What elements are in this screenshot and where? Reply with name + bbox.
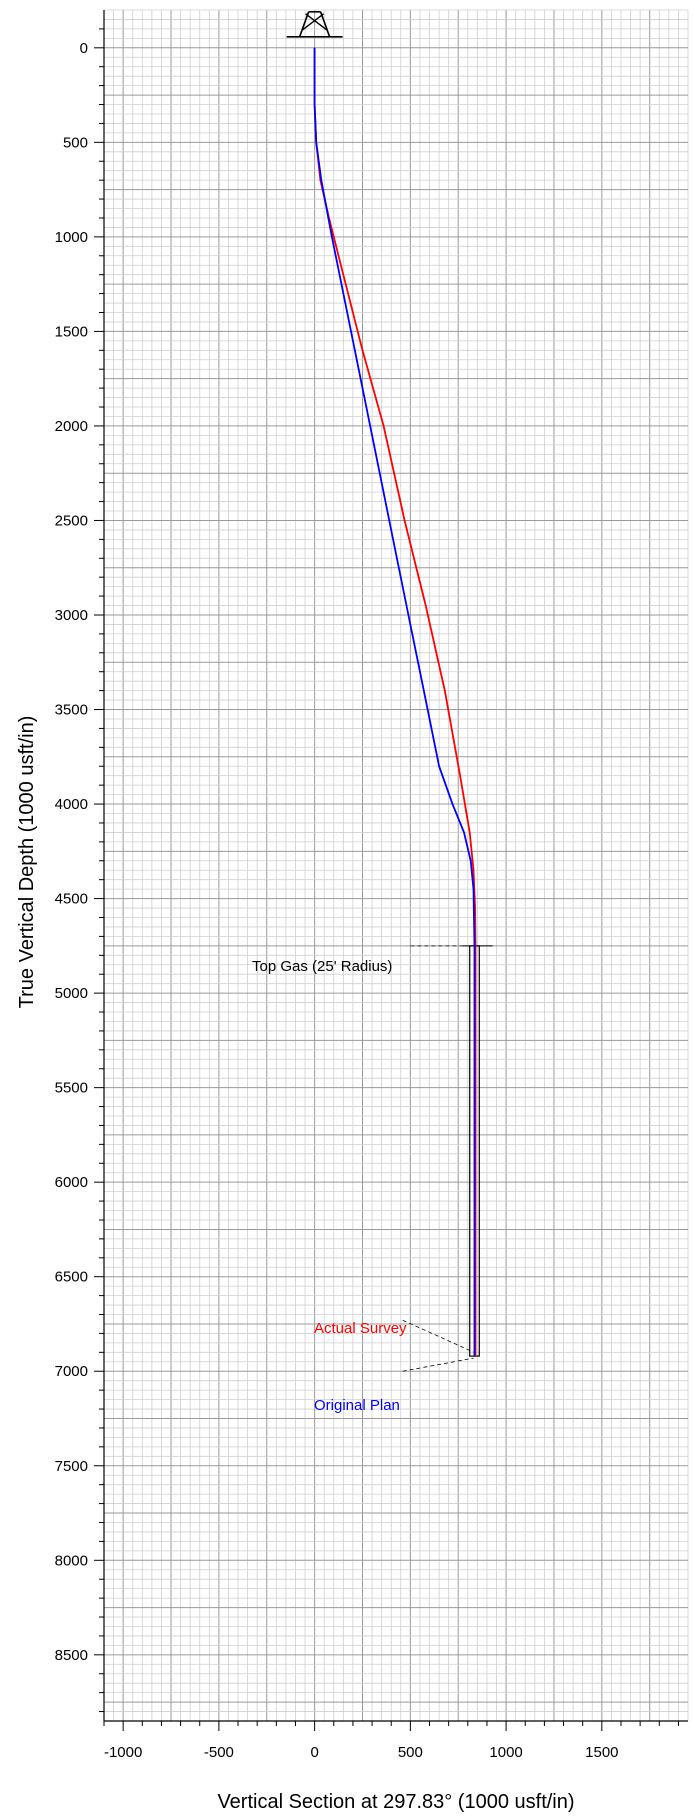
- y-tick-label: 4000: [55, 796, 88, 813]
- original-plan-leader: [402, 1357, 474, 1372]
- drilling-rig-icon: [286, 11, 343, 38]
- y-tick-label: 8500: [55, 1647, 88, 1664]
- series-lines: [313, 47, 477, 1357]
- x-tick-label: -1000: [104, 1744, 142, 1761]
- y-tick-label: 500: [63, 134, 88, 151]
- actual-survey-label: Actual Survey: [314, 1320, 407, 1337]
- x-tick-label: 0: [310, 1744, 318, 1761]
- x-tick-label: -500: [204, 1744, 234, 1761]
- original-plan-line: [313, 47, 476, 1357]
- y-tick-label: 7000: [55, 1363, 88, 1380]
- rig-left-leg: [298, 11, 310, 38]
- rig-cross-brace-2: [305, 13, 328, 31]
- tick-labels: 0500100015002000250030003500400045005000…: [55, 40, 619, 1761]
- y-tick-label: 3000: [55, 607, 88, 624]
- y-tick-label: 0: [80, 40, 88, 57]
- axes: [103, 10, 688, 1722]
- y-tick-label: 2500: [55, 512, 88, 529]
- target-label: Top Gas (25' Radius): [252, 958, 392, 975]
- rig-cross-brace-1: [302, 13, 325, 31]
- y-tick-label: 5000: [55, 985, 88, 1002]
- actual-survey-line: [313, 47, 477, 1357]
- y-tick-label: 5500: [55, 1080, 88, 1097]
- x-axis-title: Vertical Section at 297.83° (1000 usft/i…: [217, 1791, 574, 1813]
- y-tick-label: 6500: [55, 1269, 88, 1286]
- y-tick-label: 1500: [55, 323, 88, 340]
- actual-survey-leader: [402, 1319, 474, 1353]
- original-plan-label: Original Plan: [314, 1397, 400, 1414]
- y-tick-label: 7500: [55, 1458, 88, 1475]
- grid: [103, 9, 689, 1722]
- x-tick-label: 1000: [489, 1744, 522, 1761]
- y-tick-label: 4500: [55, 891, 88, 908]
- y-tick-label: 8000: [55, 1552, 88, 1569]
- y-tick-label: 3500: [55, 702, 88, 719]
- rig-right-leg: [319, 11, 331, 38]
- y-tick-label: 6000: [55, 1174, 88, 1191]
- x-tick-label: 500: [398, 1744, 423, 1761]
- y-axis-title: True Vertical Depth (1000 usft/in): [16, 716, 38, 1009]
- target-box: [402, 945, 493, 1372]
- y-tick-label: 1000: [55, 229, 88, 246]
- y-tick-label: 2000: [55, 418, 88, 435]
- x-tick-label: 1500: [585, 1744, 618, 1761]
- axis-ticks: [94, 28, 679, 1731]
